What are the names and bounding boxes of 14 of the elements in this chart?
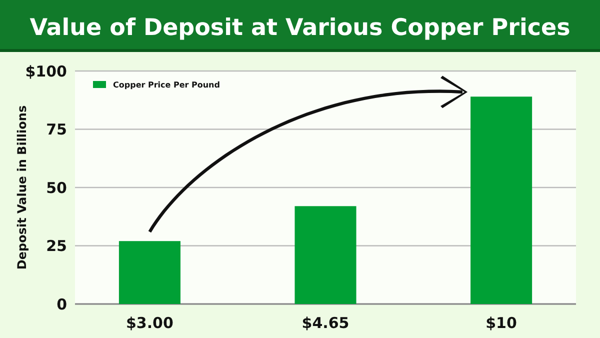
bar — [470, 96, 532, 304]
x-tick-label: $3.00 — [126, 314, 174, 332]
x-tick-label: $10 — [486, 314, 517, 332]
chart-title: Value of Deposit at Various Copper Prices — [30, 15, 570, 41]
y-tick-label: 75 — [46, 120, 67, 138]
y-tick-label: 25 — [46, 237, 67, 255]
y-tick-label: $100 — [25, 62, 67, 80]
y-axis-title: Deposit Value in Billions — [15, 105, 29, 270]
x-tick-label: $4.65 — [302, 314, 350, 332]
legend-label: Copper Price Per Pound — [113, 80, 220, 90]
y-tick-label: 0 — [56, 295, 67, 314]
bar — [118, 241, 180, 304]
y-tick-label: 50 — [46, 178, 67, 197]
bar — [294, 206, 356, 304]
